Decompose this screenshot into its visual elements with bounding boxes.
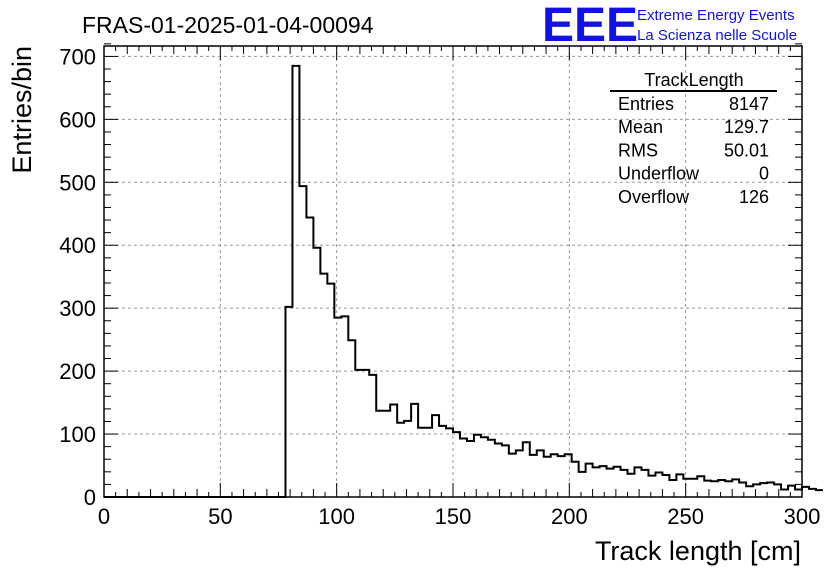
eee-logo-letters: EEE [542, 0, 638, 52]
x-tick-label: 300 [784, 504, 821, 529]
stats-title: TrackLength [644, 70, 743, 90]
run-title: FRAS-01-2025-01-04-00094 [82, 12, 374, 38]
x-tick-label: 0 [98, 504, 110, 529]
stats-value: 50.01 [724, 140, 769, 160]
histogram-series [104, 64, 823, 498]
y-tick-label: 500 [59, 170, 96, 195]
y-tick-label: 600 [59, 107, 96, 132]
stats-label: RMS [618, 140, 658, 160]
logo-line-2: La Scienza nelle Scuole [637, 27, 797, 44]
stats-value: 129.7 [724, 117, 769, 137]
x-tick-label: 100 [318, 504, 355, 529]
stats-label: Mean [618, 117, 663, 137]
x-tick-label: 250 [667, 504, 704, 529]
x-axis-ticks: 0 50 100 150 200 250 300 [98, 46, 820, 529]
eee-logo: EEE Extreme Energy Events La Scienza nel… [542, 0, 797, 52]
y-tick-label: 300 [59, 296, 96, 321]
stats-label: Entries [618, 94, 674, 114]
stats-label: Underflow [618, 164, 700, 184]
stats-value: 126 [739, 187, 769, 207]
x-tick-label: 50 [208, 504, 232, 529]
y-axis-label: Entries/bin [7, 46, 37, 174]
y-tick-label: 400 [59, 233, 96, 258]
x-tick-label: 150 [435, 504, 472, 529]
y-tick-label: 700 [59, 44, 96, 69]
stats-label: Overflow [618, 187, 690, 207]
x-axis-label: Track length [cm] [595, 536, 801, 566]
x-tick-label: 200 [551, 504, 588, 529]
stats-value: 0 [759, 164, 769, 184]
logo-line-1: Extreme Energy Events [637, 7, 795, 24]
stats-value: 8147 [729, 94, 769, 114]
plot-frame [103, 45, 803, 498]
y-tick-label: 200 [59, 359, 96, 384]
y-tick-label: 100 [59, 422, 96, 447]
y-axis-ticks: 0 100 200 300 400 500 600 700 [59, 43, 802, 510]
stats-box: TrackLength Entries 8147 Mean 129.7 RMS 50.01… [610, 70, 777, 207]
y-tick-label: 0 [84, 485, 96, 510]
